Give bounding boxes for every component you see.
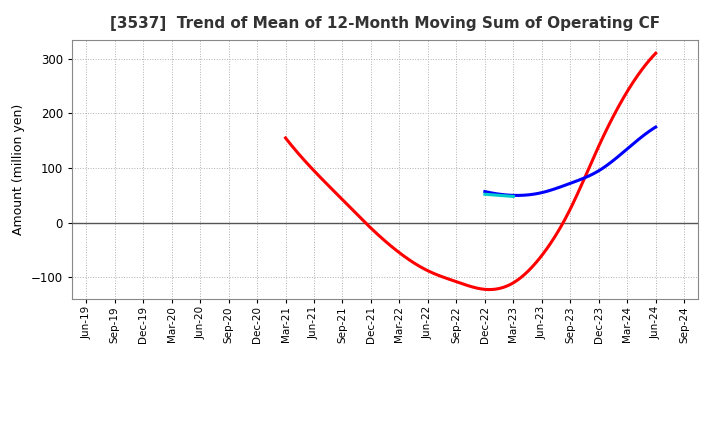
Y-axis label: Amount (million yen): Amount (million yen) — [12, 104, 25, 235]
Title: [3537]  Trend of Mean of 12-Month Moving Sum of Operating CF: [3537] Trend of Mean of 12-Month Moving … — [110, 16, 660, 32]
